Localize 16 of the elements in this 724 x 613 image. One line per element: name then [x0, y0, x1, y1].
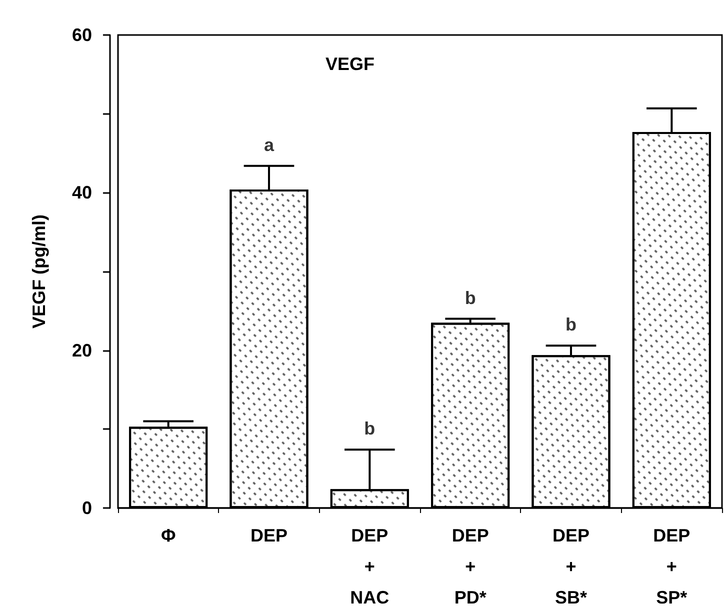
- y-tick-label: 40: [72, 182, 92, 203]
- x-tick-label: DEP + SB*: [552, 526, 590, 608]
- text: VEGF: [325, 54, 375, 74]
- x-tick-label: DEP: [250, 526, 288, 546]
- x-tick-label: DEP + PD*: [452, 526, 489, 608]
- annotation: b: [566, 314, 576, 335]
- annotation: a: [264, 134, 275, 155]
- x-tick-label: Φ: [160, 526, 176, 546]
- y-tick-label: 20: [72, 340, 92, 360]
- annotation: b: [464, 288, 476, 308]
- annotation: b: [364, 418, 376, 439]
- y-axis-title: VEGF (pg/ml): [29, 214, 49, 328]
- y-tick-label: 60: [72, 25, 92, 45]
- y-tick-label: 0: [82, 498, 92, 518]
- x-tick-label: DEP + NAC: [350, 526, 390, 608]
- x-tick-label: DEP + SP*: [653, 526, 690, 608]
